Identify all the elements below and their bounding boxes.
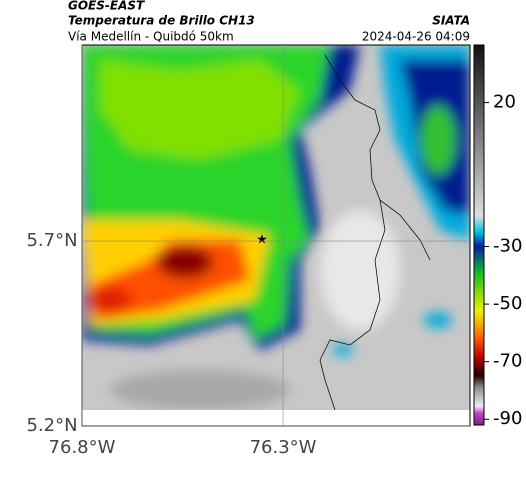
colorbar-tick-label: 20: [493, 92, 516, 113]
satellite-image: [82, 45, 470, 410]
route: Vía Medellín - Quibdó 50km: [68, 30, 234, 44]
colorbar-tick-label: -90: [493, 408, 522, 429]
lat-tick-label: 5.7°N: [26, 230, 77, 251]
colorbar-tick-label: -30: [493, 236, 522, 257]
colorbar: [473, 44, 485, 426]
lon-tick-label: 76.3°W: [250, 437, 317, 458]
colorbar-tick-label: -70: [493, 351, 522, 372]
title: GOES-EAST: [68, 0, 145, 13]
lat-tick-label: 5.2°N: [26, 415, 77, 436]
location-marker: ★: [256, 233, 268, 248]
colorbar-tick-label: -50: [493, 293, 522, 314]
lon-tick-label: 76.8°W: [49, 437, 116, 458]
timestamp: 2024-04-26 04:09: [362, 30, 470, 44]
source: SIATA: [432, 14, 470, 28]
subtitle: Temperatura de Brillo CH13: [68, 14, 255, 28]
